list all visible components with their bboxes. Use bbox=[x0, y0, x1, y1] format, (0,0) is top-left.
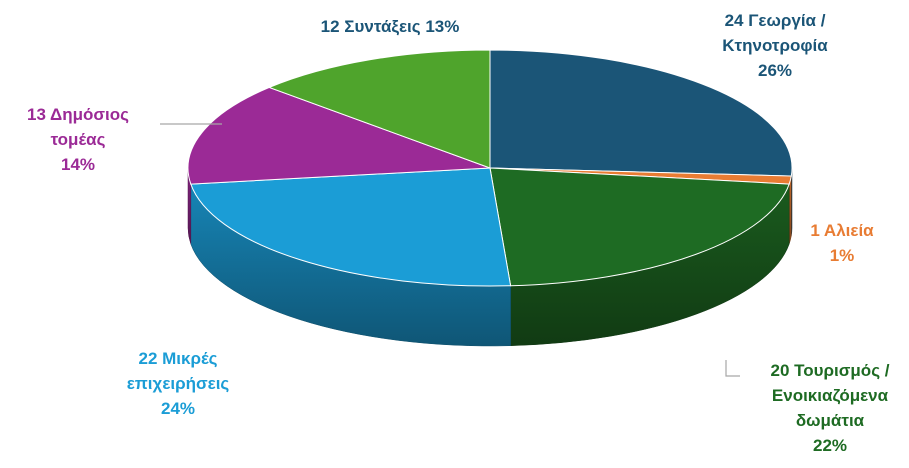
pie-slice-5 bbox=[267, 49, 491, 169]
pie-slice-2 bbox=[489, 167, 790, 287]
slice-label-4-line-0: 13 Δημόσιος bbox=[27, 105, 129, 124]
slice-label-2-line-0: 20 Τουρισμός / bbox=[771, 361, 890, 380]
slice-label-0-line-0: 24 Γεωργία / bbox=[725, 11, 826, 30]
pie-side-1 bbox=[788, 176, 792, 245]
leader-line-1 bbox=[725, 360, 740, 377]
slice-label-3-line-0: 22 Μικρές bbox=[138, 349, 217, 368]
slice-label-3-line-1: επιχειρήσεις bbox=[127, 374, 230, 393]
pie-slice-0 bbox=[489, 49, 793, 177]
slice-label-4-line-2: 14% bbox=[61, 155, 95, 174]
slice-label-4: 13 Δημόσιος τομέας 14% bbox=[27, 105, 129, 174]
slice-label-5: 12 Συντάξεις 13% bbox=[321, 17, 460, 36]
slice-label-2-line-2: δωμάτια bbox=[796, 411, 865, 430]
slice-label-2: 20 Τουρισμός / Ενοικιαζόμενα δωμάτια 22% bbox=[771, 361, 890, 455]
slice-label-1: 1 Αλιεία 1% bbox=[810, 221, 874, 265]
pie-slice-3 bbox=[190, 167, 512, 287]
pie-slice-4 bbox=[187, 86, 491, 185]
slice-label-5-line-0: 12 Συντάξεις 13% bbox=[321, 17, 460, 36]
slice-label-2-line-1: Ενοικιαζόμενα bbox=[772, 386, 889, 405]
slice-label-2-line-3: 22% bbox=[813, 436, 847, 455]
slice-label-0: 24 Γεωργία / Κτηνοτροφία 26% bbox=[722, 11, 828, 80]
slice-label-4-line-1: τομέας bbox=[51, 130, 106, 149]
slice-label-1-line-0: 1 Αλιεία bbox=[810, 221, 874, 240]
slice-label-1-line-1: 1% bbox=[830, 246, 855, 265]
slice-label-0-line-1: Κτηνοτροφία bbox=[722, 36, 828, 55]
slice-label-0-line-2: 26% bbox=[758, 61, 792, 80]
slice-label-3-line-2: 24% bbox=[161, 399, 195, 418]
slice-label-3: 22 Μικρές επιχειρήσεις 24% bbox=[127, 349, 230, 418]
